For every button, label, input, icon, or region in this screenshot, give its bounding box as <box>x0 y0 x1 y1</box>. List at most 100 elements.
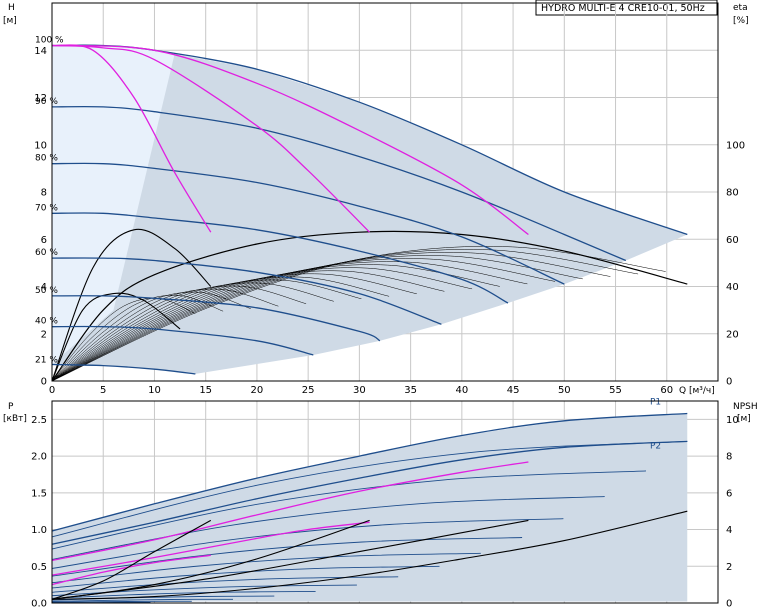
top-y-tick-label: 0 <box>41 377 47 388</box>
power-curve-thin <box>51 537 523 577</box>
power-curve-thin <box>51 552 481 584</box>
speed-percent-label: 40 % <box>35 317 58 327</box>
top-y2-tick-label: 80 <box>726 188 739 199</box>
efficiency-curve-thin <box>51 279 362 382</box>
bottom-y2-tick-label: 8 <box>726 452 732 463</box>
bottom-y-tick-label: 0.5 <box>31 562 47 573</box>
bottom-y-tick-label: 2.5 <box>31 415 47 426</box>
head-curve <box>51 325 314 356</box>
top-y-tick-label: 2 <box>41 329 47 340</box>
speed-percent-label: 90 % <box>35 97 58 107</box>
power-curve-thin <box>51 598 234 602</box>
head-curve <box>51 105 627 262</box>
bottom-y-label-name: P <box>8 402 14 412</box>
power-curve-thin <box>51 518 564 569</box>
speed-percent-label: 80 % <box>35 154 58 164</box>
efficiency-curve-thin <box>51 276 390 382</box>
top-x-tick-label: 35 <box>404 385 417 396</box>
speed-percent-label: 21 % <box>35 355 58 365</box>
npsh-curve <box>51 510 688 600</box>
top-x-label: Q [м³/ч] <box>679 386 715 396</box>
top-y-tick-label: 12 <box>34 93 47 104</box>
power-npsh-plot: P1 P2 0.0 0.5 1.0 1.5 2.0 2.5 0 2 4 6 8 10 <box>31 398 739 610</box>
efficiency-curve-thin <box>51 285 307 382</box>
bottom-y-tick-label: 0.0 <box>31 599 47 610</box>
top-y-tick-label: 8 <box>41 188 47 199</box>
series-label-p1: P1 <box>650 398 661 408</box>
top-x-tick-label: 50 <box>558 385 571 396</box>
power-curve-thin <box>51 600 192 603</box>
head-curve <box>51 257 442 325</box>
head-curve <box>51 212 509 304</box>
efficiency-curve-thin <box>51 273 417 382</box>
efficiency-curve-thin <box>51 282 334 382</box>
top-y2-label-name: eta <box>733 3 748 13</box>
efficiency-curve-thin <box>51 252 611 382</box>
power-curve <box>51 461 529 562</box>
bottom-y2-tick-label: 0 <box>726 599 732 610</box>
top-y-tick-label: 10 <box>34 140 47 151</box>
bottom-y-tick-label: 1.5 <box>31 488 47 499</box>
efficiency-curve-thin <box>51 270 445 382</box>
efficiency-curve-thin <box>51 255 583 382</box>
head-curve <box>51 295 381 342</box>
top-y-label-name: H <box>8 3 15 13</box>
power-curve-thin <box>51 470 647 550</box>
chart-title-box <box>535 0 718 16</box>
efficiency-curve-thin <box>51 267 473 382</box>
top-x-tick-label: 55 <box>609 385 622 396</box>
bottom-y2-tick-label: 2 <box>726 562 732 573</box>
top-y2-label-unit: [%] <box>733 16 749 26</box>
bottom-y-label-unit: [кВт] <box>3 414 27 424</box>
head-curve <box>51 363 196 375</box>
bottom-y2-label-name: NPSH <box>733 402 758 412</box>
top-x-tick-label: 40 <box>455 385 468 396</box>
bottom-plot-frame <box>51 400 719 604</box>
top-y-tick-label: 4 <box>41 282 47 293</box>
bottom-y2-tick-label: 10 <box>726 415 739 426</box>
efficiency-curve-thin <box>51 297 196 382</box>
top-y2-tick-label: 60 <box>726 235 739 246</box>
bottom-operating-area <box>52 413 688 602</box>
top-x-tick-label: 20 <box>251 385 264 396</box>
power-curve <box>51 440 688 545</box>
npsh-curve <box>51 519 212 600</box>
top-x-tick-label: 45 <box>507 385 520 396</box>
speed-percent-label: 100 % <box>35 36 64 46</box>
top-y-tick-label: 14 <box>34 46 47 57</box>
efficiency-curve-thin <box>51 258 556 382</box>
top-plot-frame <box>51 2 719 382</box>
top-y2-tick-label: 100 <box>726 140 745 151</box>
bottom-y-tick-label: 2.0 <box>31 452 47 463</box>
system-curve <box>51 44 371 233</box>
speed-percent-label: 70 % <box>35 203 58 213</box>
power-curve-thin <box>51 584 357 597</box>
bottom-y2-label-unit: [м] <box>737 414 751 424</box>
top-x-tick-label: 15 <box>199 385 212 396</box>
power-curve <box>51 521 370 576</box>
efficiency-curve-thin <box>51 261 528 382</box>
top-y2-tick-label: 0 <box>726 377 732 388</box>
bottom-y2-tick-label: 4 <box>726 525 732 536</box>
top-x-tick-label: 30 <box>353 385 366 396</box>
efficiency-curve <box>51 228 212 382</box>
series-label-p2: P2 <box>650 442 661 452</box>
system-curve <box>51 44 529 236</box>
top-x-tick-label: 5 <box>100 385 106 396</box>
power-curve-thin <box>51 565 440 589</box>
efficiency-curve <box>51 230 688 382</box>
speed-percent-label: 60 % <box>35 248 58 258</box>
top-x-tick-label: 25 <box>302 385 315 396</box>
top-x-tick-label: 10 <box>148 385 161 396</box>
power-curve-thin <box>51 496 605 560</box>
chart-title: HYDRO MULTI-E 4 CRE10-01, 50Hz <box>541 3 705 14</box>
top-y-tick-label: 6 <box>41 235 47 246</box>
npsh-curve <box>51 519 529 600</box>
top-y2-tick-label: 20 <box>726 329 739 340</box>
bottom-y2-tick-label: 6 <box>726 488 732 499</box>
top-y2-tick-label: 40 <box>726 282 739 293</box>
top-low-flow-band <box>52 45 175 365</box>
efficiency-curve-thin <box>51 246 666 382</box>
